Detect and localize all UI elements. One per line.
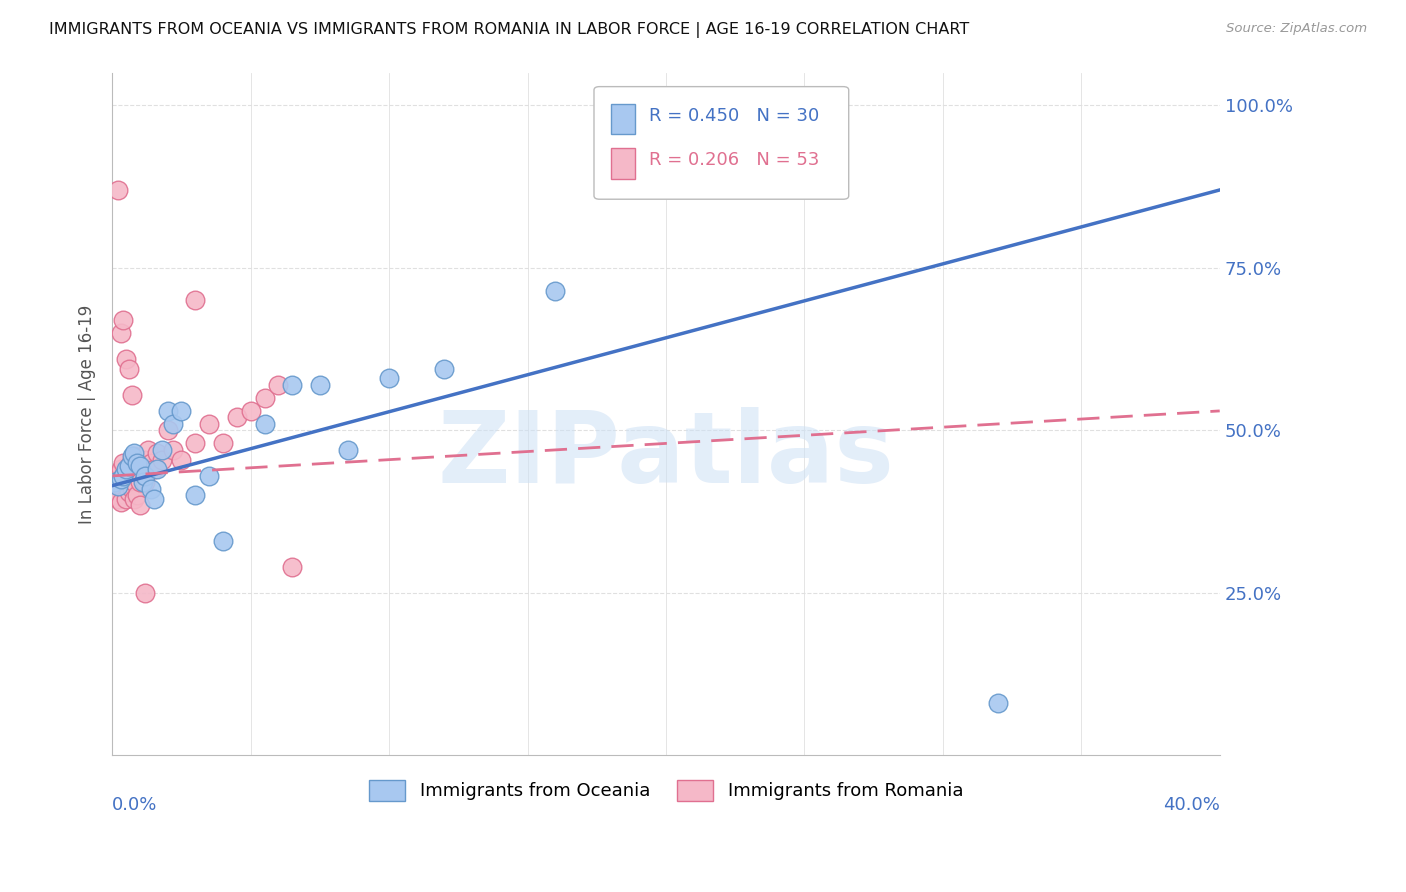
- Point: [139, 456, 162, 470]
- Text: 0.0%: 0.0%: [112, 797, 157, 814]
- Point: [118, 485, 141, 500]
- Point: [107, 183, 129, 197]
- Point: [134, 475, 156, 490]
- Point: [142, 462, 165, 476]
- Point: [253, 417, 276, 431]
- Text: R = 0.450   N = 30: R = 0.450 N = 30: [650, 107, 820, 125]
- Point: [150, 442, 173, 457]
- Point: [129, 498, 152, 512]
- Point: [198, 417, 221, 431]
- Point: [110, 472, 132, 486]
- Text: 40.0%: 40.0%: [1163, 797, 1220, 814]
- Point: [110, 326, 132, 340]
- Point: [139, 482, 162, 496]
- Point: [131, 452, 153, 467]
- Point: [136, 442, 159, 457]
- Point: [124, 450, 146, 464]
- Point: [104, 469, 127, 483]
- Point: [121, 482, 143, 496]
- Point: [121, 450, 143, 464]
- Point: [112, 469, 135, 483]
- Point: [212, 436, 235, 450]
- Point: [124, 475, 146, 490]
- Point: [170, 452, 193, 467]
- Point: [156, 404, 179, 418]
- Point: [281, 560, 304, 574]
- Point: [127, 456, 149, 470]
- FancyBboxPatch shape: [593, 87, 849, 199]
- Text: IMMIGRANTS FROM OCEANIA VS IMMIGRANTS FROM ROMANIA IN LABOR FORCE | AGE 16-19 CO: IMMIGRANTS FROM OCEANIA VS IMMIGRANTS FR…: [49, 22, 970, 38]
- Text: Source: ZipAtlas.com: Source: ZipAtlas.com: [1226, 22, 1367, 36]
- Point: [281, 378, 304, 392]
- Point: [115, 478, 138, 492]
- Point: [112, 469, 135, 483]
- Point: [544, 284, 567, 298]
- Point: [212, 533, 235, 548]
- Point: [129, 459, 152, 474]
- Point: [118, 459, 141, 474]
- Point: [150, 452, 173, 467]
- Point: [131, 475, 153, 490]
- Point: [309, 378, 332, 392]
- Point: [142, 491, 165, 506]
- Point: [118, 361, 141, 376]
- Point: [118, 472, 141, 486]
- Point: [115, 466, 138, 480]
- Point: [184, 436, 207, 450]
- Point: [134, 586, 156, 600]
- Point: [145, 462, 167, 476]
- Point: [112, 456, 135, 470]
- Point: [107, 491, 129, 506]
- Point: [184, 293, 207, 308]
- Point: [121, 387, 143, 401]
- Point: [987, 697, 1010, 711]
- Point: [110, 495, 132, 509]
- Point: [198, 469, 221, 483]
- Point: [267, 378, 290, 392]
- Point: [115, 462, 138, 476]
- Text: ZIPatlas: ZIPatlas: [437, 407, 894, 504]
- Point: [127, 488, 149, 502]
- Y-axis label: In Labor Force | Age 16-19: In Labor Force | Age 16-19: [79, 304, 96, 524]
- Point: [129, 475, 152, 490]
- Point: [112, 313, 135, 327]
- FancyBboxPatch shape: [610, 103, 636, 135]
- Point: [336, 442, 359, 457]
- Point: [121, 469, 143, 483]
- Point: [378, 371, 401, 385]
- Point: [433, 361, 456, 376]
- Point: [110, 478, 132, 492]
- Point: [110, 462, 132, 476]
- Point: [162, 442, 184, 457]
- Point: [145, 446, 167, 460]
- Point: [104, 475, 127, 490]
- Point: [156, 424, 179, 438]
- Legend: Immigrants from Oceania, Immigrants from Romania: Immigrants from Oceania, Immigrants from…: [361, 772, 970, 808]
- Point: [170, 404, 193, 418]
- Point: [115, 491, 138, 506]
- Point: [115, 351, 138, 366]
- Point: [184, 488, 207, 502]
- Point: [121, 452, 143, 467]
- Point: [239, 404, 262, 418]
- Point: [118, 459, 141, 474]
- Point: [134, 452, 156, 467]
- Point: [107, 478, 129, 492]
- Point: [104, 478, 127, 492]
- Point: [162, 417, 184, 431]
- Point: [134, 469, 156, 483]
- Point: [107, 475, 129, 490]
- Point: [127, 456, 149, 470]
- Point: [124, 491, 146, 506]
- Point: [107, 488, 129, 502]
- Point: [124, 446, 146, 460]
- Point: [253, 391, 276, 405]
- Text: R = 0.206   N = 53: R = 0.206 N = 53: [650, 152, 820, 169]
- FancyBboxPatch shape: [610, 148, 636, 178]
- Point: [225, 410, 247, 425]
